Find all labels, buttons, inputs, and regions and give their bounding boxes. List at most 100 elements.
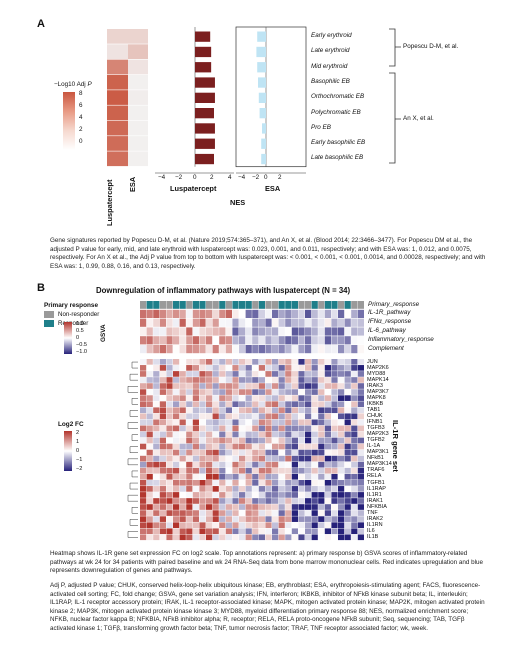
fc-cell xyxy=(258,371,265,377)
gsva-cell xyxy=(199,336,206,345)
fc-cell xyxy=(252,467,259,474)
fc-cell xyxy=(166,455,173,462)
fc-cell xyxy=(153,389,160,395)
fc-cell xyxy=(265,528,272,535)
fc-cell xyxy=(285,443,292,450)
fc-cell xyxy=(245,534,252,541)
gene-label-17: MAP3K14 xyxy=(367,461,392,468)
fc-cell xyxy=(285,425,292,432)
fc-cell xyxy=(239,383,246,389)
fc-cell xyxy=(225,480,232,486)
nes-bar-esa-4 xyxy=(258,92,266,103)
gsva-cell xyxy=(331,345,338,354)
fc-cell xyxy=(225,389,232,395)
fc-cell xyxy=(357,419,364,426)
fc-cell xyxy=(159,413,166,420)
fc-cell xyxy=(291,419,298,426)
fc-cell xyxy=(272,480,279,486)
fc-cell xyxy=(344,371,351,377)
fc-cell xyxy=(153,407,160,414)
fc-cell xyxy=(258,461,265,468)
fc-cell xyxy=(344,425,351,432)
fc-cell xyxy=(278,413,285,420)
gene-label-14: IL-1A xyxy=(367,443,381,450)
gsva-cell xyxy=(338,336,345,345)
fc-cell xyxy=(179,516,186,522)
fc-cell xyxy=(179,534,186,541)
fc-cell xyxy=(245,437,252,444)
fc-cell xyxy=(153,401,160,407)
fc-cell xyxy=(298,486,305,492)
fc-cell xyxy=(239,480,246,486)
gsva-cell xyxy=(338,318,345,327)
fc-cell xyxy=(252,431,259,438)
fc-cell xyxy=(219,480,226,486)
fc-cell xyxy=(239,534,246,541)
gsva-cell xyxy=(212,327,219,336)
fc-cell xyxy=(173,437,180,444)
fc-cell xyxy=(324,480,331,486)
fc-cell xyxy=(159,389,166,395)
fc-cell xyxy=(357,492,364,498)
gsva-cell xyxy=(272,336,279,345)
fc-cell xyxy=(166,431,173,438)
heat-cell-lus-5 xyxy=(107,105,128,121)
fc-cell xyxy=(173,395,180,401)
fc-cell xyxy=(232,534,239,541)
fc-cell xyxy=(331,522,338,528)
fc-cell xyxy=(146,383,153,389)
fc-cell xyxy=(219,498,226,504)
fc-cell xyxy=(166,467,173,474)
fc-cell xyxy=(186,377,193,383)
fc-cell xyxy=(351,534,358,541)
gene-label-27: IL1RN xyxy=(367,521,383,528)
fc-cell xyxy=(206,480,213,486)
gene-label-22: IL1R1 xyxy=(367,491,382,498)
heat-cell-esa-1 xyxy=(128,44,148,59)
fc-cell xyxy=(173,504,180,510)
gsva-cell xyxy=(206,336,213,345)
fc-cell xyxy=(179,486,186,492)
fc-cell xyxy=(291,413,298,420)
gsva-cell xyxy=(173,327,180,336)
fc-cell xyxy=(140,371,147,377)
fc-cell xyxy=(298,498,305,504)
gsva-cell xyxy=(245,318,252,327)
fc-cell xyxy=(232,443,239,450)
fc-cell xyxy=(278,437,285,444)
fc-cell xyxy=(311,486,318,492)
fc-cell xyxy=(225,467,232,474)
fc-cell xyxy=(186,461,193,468)
fc-cell xyxy=(159,504,166,510)
fc-cell xyxy=(186,498,193,504)
log2fc-tick-m1: −1 xyxy=(76,457,83,463)
fc-cell xyxy=(166,383,173,389)
fc-cell xyxy=(311,480,318,486)
fc-cell xyxy=(318,413,325,420)
fc-cell xyxy=(199,425,206,432)
fc-cell xyxy=(305,443,312,450)
fc-cell xyxy=(265,371,272,377)
gsva-cell xyxy=(225,318,232,327)
fc-cell xyxy=(285,504,292,510)
fc-cell xyxy=(305,437,312,444)
fc-cell xyxy=(311,534,318,541)
fc-cell xyxy=(258,443,265,450)
fc-cell xyxy=(212,455,219,462)
fc-cell xyxy=(153,437,160,444)
fc-cell xyxy=(199,371,206,377)
fc-cell xyxy=(186,486,193,492)
fc-cell xyxy=(146,528,153,535)
fc-cell xyxy=(331,431,338,438)
fc-cell xyxy=(305,492,312,498)
fc-cell xyxy=(199,486,206,492)
gene-label-11: TGFB3 xyxy=(367,425,385,432)
gsva-cell xyxy=(212,336,219,345)
annotation-label-0: Primary_response xyxy=(368,300,420,308)
fc-cell xyxy=(140,516,147,522)
fc-cell xyxy=(140,401,147,407)
fc-cell xyxy=(173,461,180,468)
fc-cell xyxy=(192,383,199,389)
fc-cell xyxy=(357,480,364,486)
